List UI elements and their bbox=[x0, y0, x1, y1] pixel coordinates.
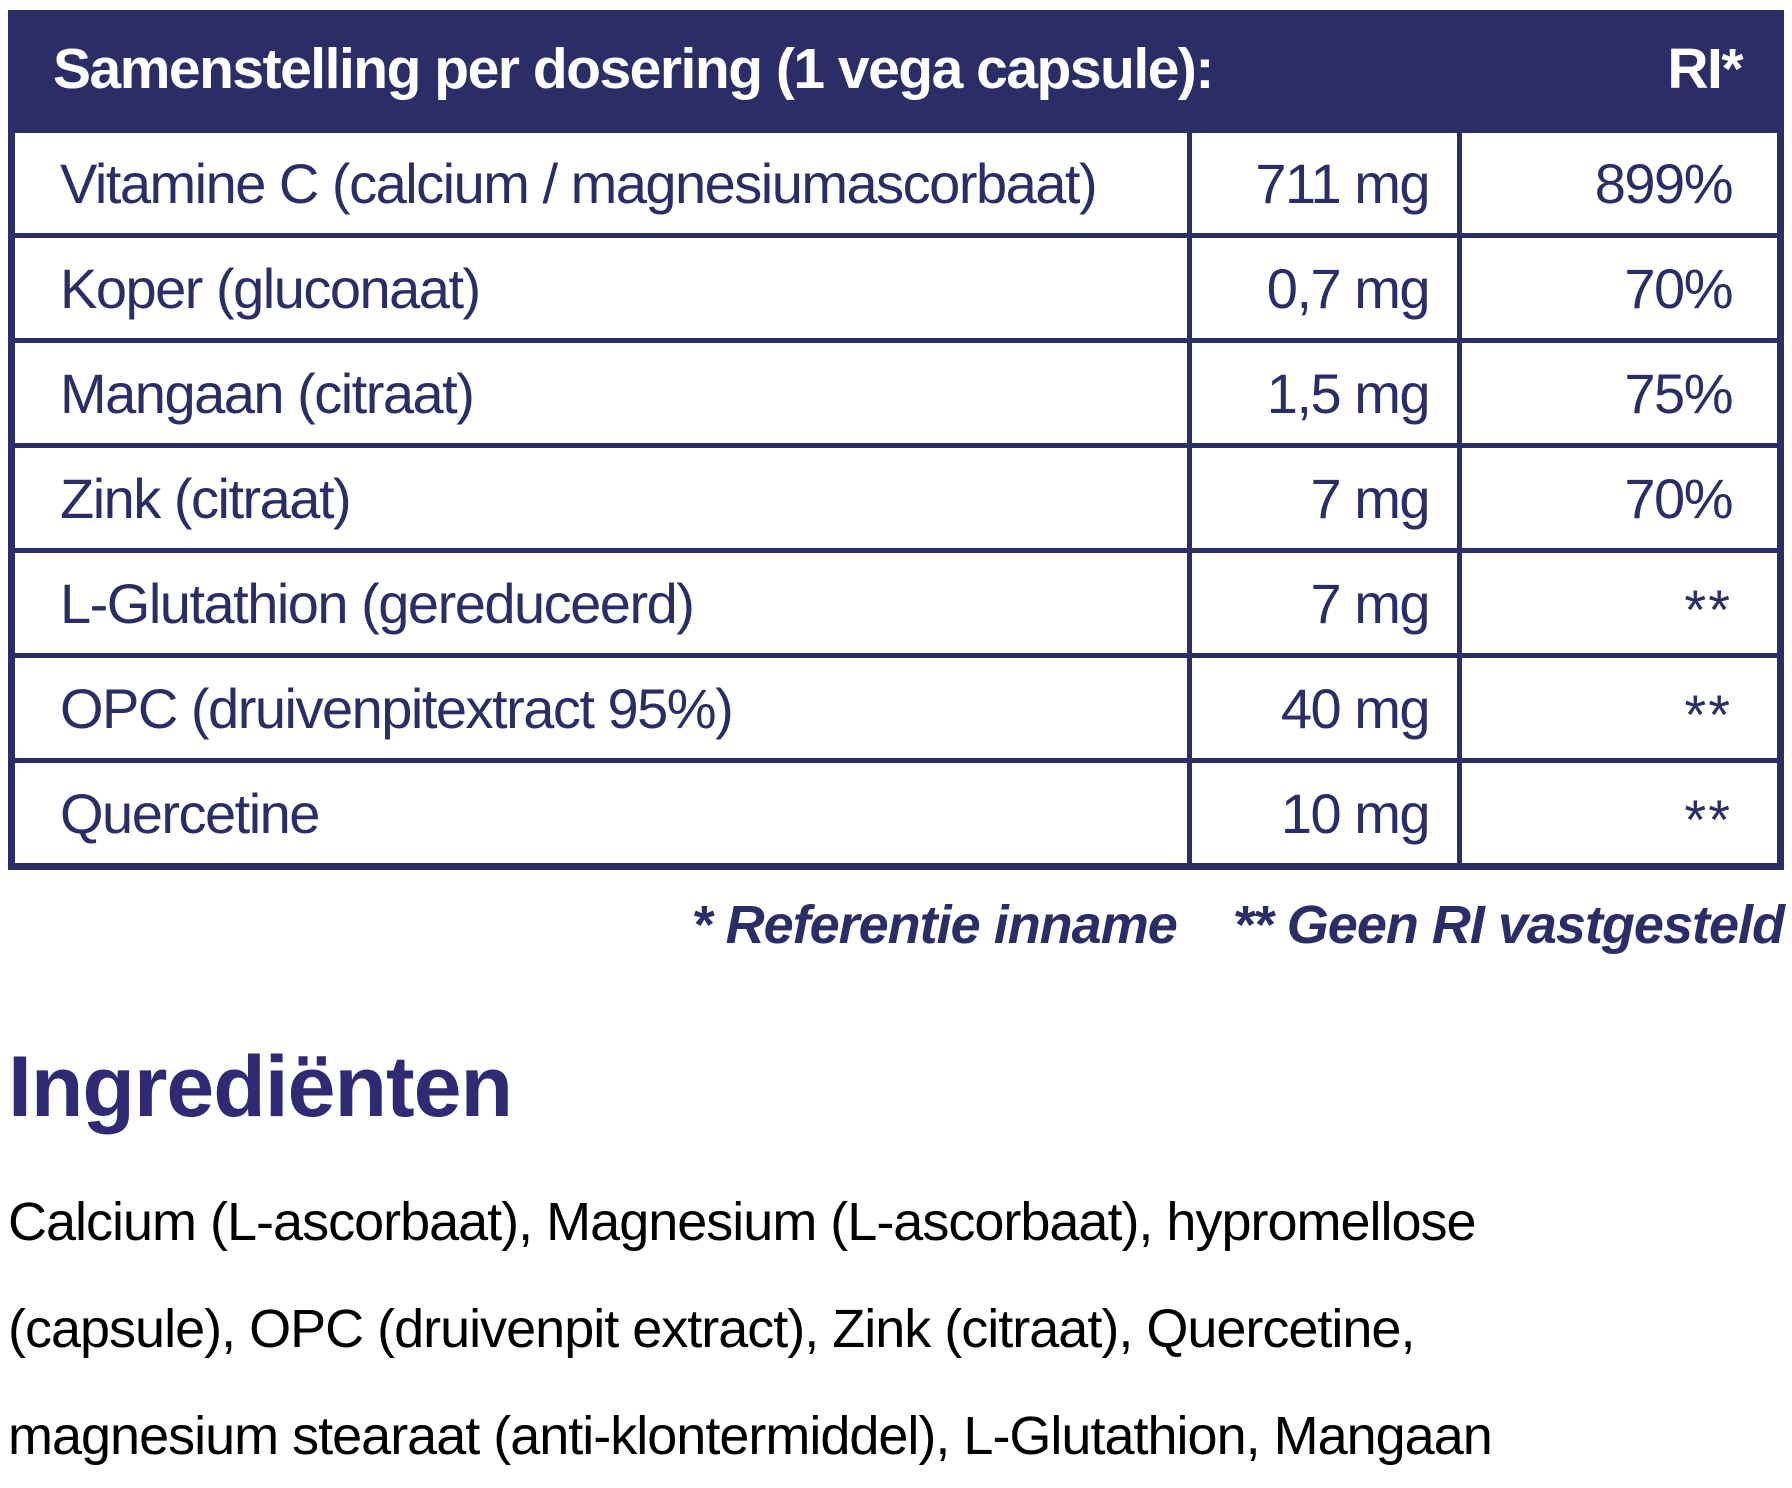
no-ri-asterisks: ** bbox=[1684, 788, 1732, 852]
ingredient-name: Koper (gluconaat) bbox=[60, 256, 481, 320]
ingredient-name: Mangaan (citraat) bbox=[60, 361, 475, 425]
ingredient-line: magnesium stearaat (anti-klontermiddel),… bbox=[8, 1406, 1493, 1466]
ingredient-ri: 70% bbox=[1457, 238, 1777, 338]
table-row: Vitamine C (calcium / magnesiumascorbaat… bbox=[15, 128, 1777, 233]
ingredient-amount: 0,7 mg bbox=[1187, 238, 1457, 338]
footnote-no-ri-established: ** Geen RI vastgesteld bbox=[1232, 895, 1785, 955]
ingredient-name: Quercetine bbox=[60, 781, 320, 845]
table-row: Zink (citraat) 7 mg 70% bbox=[15, 443, 1777, 548]
ingredients-paragraph: Calcium (L-ascorbaat), Magnesium (L-asco… bbox=[8, 1169, 1784, 1488]
ingredient-ri: 70% bbox=[1457, 448, 1777, 548]
ingredient-amount: 1,5 mg bbox=[1187, 343, 1457, 443]
supplement-facts-panel: Samenstelling per dosering (1 vega capsu… bbox=[8, 10, 1785, 1488]
no-ri-asterisks: ** bbox=[1684, 578, 1732, 642]
ingredient-name: Vitamine C (calcium / magnesiumascorbaat… bbox=[60, 151, 1098, 215]
ri-column-label: RI* bbox=[1667, 37, 1743, 101]
table-footnote: * Referentie inname ** Geen RI vastgeste… bbox=[8, 894, 1785, 956]
ingredient-amount: 7 mg bbox=[1187, 448, 1457, 548]
ingredient-amount: 7 mg bbox=[1187, 553, 1457, 653]
ingredient-ri: 75% bbox=[1457, 343, 1777, 443]
ingredient-name: OPC (druivenpitextract 95%) bbox=[60, 676, 734, 740]
ingredients-heading: Ingrediënten bbox=[8, 1039, 513, 1135]
composition-table: Vitamine C (calcium / magnesiumascorbaat… bbox=[8, 128, 1784, 870]
ingredient-amount: 40 mg bbox=[1187, 658, 1457, 758]
table-row: Koper (gluconaat) 0,7 mg 70% bbox=[15, 233, 1777, 338]
ingredient-name: Zink (citraat) bbox=[60, 466, 352, 530]
ingredient-amount: 711 mg bbox=[1187, 133, 1457, 233]
composition-title: Samenstelling per dosering (1 vega capsu… bbox=[53, 37, 1214, 101]
table-row: L-Glutathion (gereduceerd) 7 mg ** bbox=[15, 548, 1777, 653]
table-row: OPC (druivenpitextract 95%) 40 mg ** bbox=[15, 653, 1777, 758]
table-row: Quercetine 10 mg ** bbox=[15, 758, 1777, 863]
no-ri-asterisks: ** bbox=[1684, 683, 1732, 747]
ingredient-amount: 10 mg bbox=[1187, 763, 1457, 863]
footnote-reference-intake: * Referentie inname bbox=[691, 895, 1178, 955]
ingredient-line: (capsule), OPC (druivenpit extract), Zin… bbox=[8, 1299, 1415, 1359]
ingredient-line: Calcium (L-ascorbaat), Magnesium (L-asco… bbox=[8, 1192, 1477, 1252]
table-row: Mangaan (citraat) 1,5 mg 75% bbox=[15, 338, 1777, 443]
ingredient-ri: 899% bbox=[1457, 133, 1777, 233]
ingredient-name: L-Glutathion (gereduceerd) bbox=[60, 571, 695, 635]
composition-table-header: Samenstelling per dosering (1 vega capsu… bbox=[8, 10, 1784, 128]
